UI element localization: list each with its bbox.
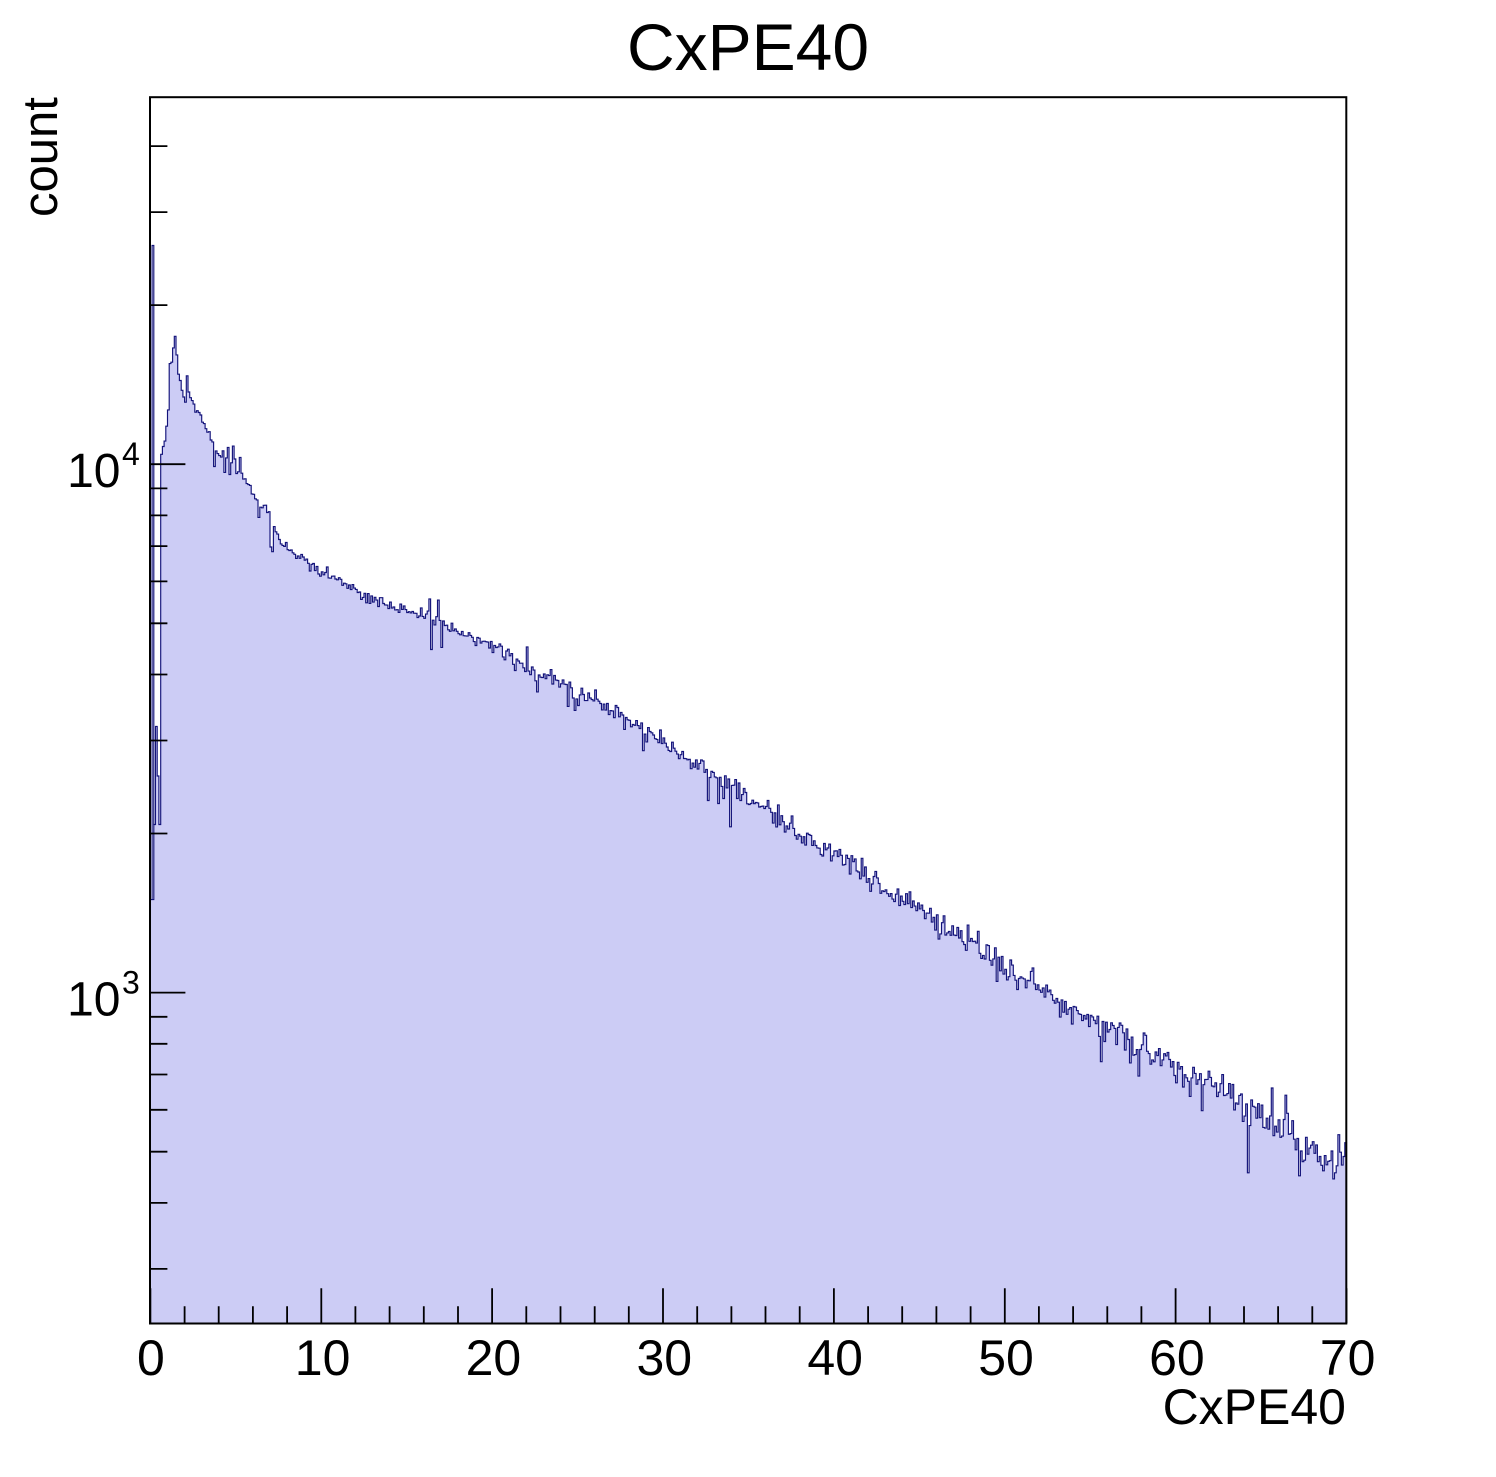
svg-text:3: 3 xyxy=(122,965,140,1001)
svg-text:60: 60 xyxy=(1149,1330,1205,1386)
svg-text:50: 50 xyxy=(978,1330,1034,1386)
svg-text:count: count xyxy=(14,97,68,217)
svg-text:10: 10 xyxy=(67,973,120,1026)
svg-text:0: 0 xyxy=(137,1330,165,1386)
svg-text:40: 40 xyxy=(807,1330,863,1386)
svg-text:CxPE40: CxPE40 xyxy=(627,10,869,84)
svg-text:CxPE40: CxPE40 xyxy=(1163,1379,1346,1435)
svg-text:10: 10 xyxy=(67,445,120,498)
svg-text:20: 20 xyxy=(466,1330,522,1386)
svg-text:4: 4 xyxy=(122,436,140,472)
svg-text:10: 10 xyxy=(295,1330,351,1386)
svg-text:30: 30 xyxy=(636,1330,692,1386)
svg-text:70: 70 xyxy=(1320,1330,1376,1386)
